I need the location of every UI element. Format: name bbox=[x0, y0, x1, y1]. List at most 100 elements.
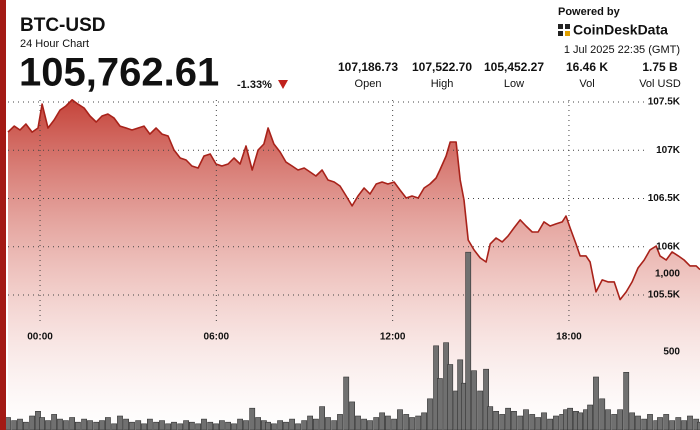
volume-bar bbox=[219, 420, 225, 430]
volume-bar bbox=[312, 418, 319, 430]
volume-bar bbox=[647, 414, 653, 430]
x-tick-label: 12:00 bbox=[380, 332, 406, 343]
x-tick-label: 06:00 bbox=[204, 332, 230, 343]
volume-bar bbox=[129, 421, 135, 430]
volume-bar bbox=[325, 417, 331, 430]
volume-bar bbox=[5, 417, 11, 430]
y-tick-label: 106K bbox=[656, 241, 681, 252]
stat-value: 1.75 B bbox=[642, 60, 678, 74]
volume-bar bbox=[687, 415, 693, 430]
y2-tick-label: 500 bbox=[663, 347, 680, 358]
volume-bar bbox=[301, 420, 308, 430]
volume-bar bbox=[669, 420, 675, 430]
volume-bar bbox=[529, 414, 536, 430]
volume-bar bbox=[147, 418, 153, 430]
volume-bar bbox=[541, 412, 547, 430]
volume-bar bbox=[337, 414, 343, 430]
volume-bar bbox=[505, 407, 511, 430]
volume-bar bbox=[75, 421, 81, 430]
volume-bar bbox=[403, 414, 410, 430]
volume-bar bbox=[657, 417, 663, 430]
volume-bar bbox=[255, 417, 261, 430]
volume-bar bbox=[39, 417, 45, 430]
volume-bar bbox=[165, 423, 171, 430]
volume-bar bbox=[177, 423, 184, 430]
volume-bar bbox=[635, 415, 641, 430]
volume-bar bbox=[17, 418, 23, 430]
volume-bar bbox=[69, 417, 75, 430]
volume-bar bbox=[681, 420, 687, 430]
volume-bar bbox=[553, 415, 559, 430]
volume-bar bbox=[611, 414, 618, 430]
volume-bar bbox=[159, 420, 165, 430]
volume-bar bbox=[436, 378, 443, 430]
timestamp: 1 Jul 2025 22:35 (GMT) bbox=[564, 44, 680, 56]
volume-bar bbox=[349, 401, 355, 430]
volume-bar bbox=[477, 390, 484, 430]
accent-bar bbox=[0, 0, 6, 430]
volume-bar bbox=[249, 407, 256, 430]
subtitle: 24 Hour Chart bbox=[20, 38, 89, 50]
volume-bar bbox=[641, 418, 648, 430]
volume-bar bbox=[307, 415, 313, 430]
price-line bbox=[7, 99, 700, 301]
stat-value: 16.46 K bbox=[566, 60, 608, 74]
volume-bar bbox=[29, 415, 35, 430]
volume-bar bbox=[415, 415, 422, 430]
plot: 107.5K 107K 106.5K 106K 105.5K 1,000 500 00:00 0… bbox=[5, 97, 700, 430]
y-tick-label: 107.5K bbox=[648, 97, 681, 108]
stat-label: Vol bbox=[579, 78, 594, 90]
volume-bar bbox=[493, 410, 499, 430]
volume-bar bbox=[189, 421, 195, 430]
volume-bar bbox=[213, 423, 219, 430]
volume-bar bbox=[111, 423, 117, 430]
volume-bar bbox=[373, 417, 380, 430]
stat-value: 107,522.70 bbox=[412, 60, 472, 74]
stat-label: High bbox=[431, 78, 454, 90]
volume-bar bbox=[697, 421, 700, 430]
volume-bar bbox=[421, 412, 427, 430]
volume-bar bbox=[195, 423, 201, 430]
volume-bar bbox=[141, 423, 147, 430]
volume-bar bbox=[599, 398, 606, 430]
volume-bar bbox=[547, 418, 553, 430]
volume-bar bbox=[153, 421, 159, 430]
logo-icon bbox=[558, 24, 570, 36]
volume-bar bbox=[483, 368, 489, 430]
volume-bar bbox=[22, 421, 29, 430]
volume-bar bbox=[225, 421, 231, 430]
volume-bar bbox=[517, 415, 524, 430]
stat-label: Low bbox=[504, 78, 524, 90]
stat-value: 107,186.73 bbox=[338, 60, 398, 74]
volume-bar bbox=[231, 423, 237, 430]
volume-bar bbox=[183, 420, 189, 430]
volume-bar bbox=[283, 421, 289, 430]
volume-bar bbox=[384, 415, 391, 430]
volume-bar bbox=[295, 423, 301, 430]
volume-bar bbox=[135, 420, 142, 430]
x-tick-label: 18:00 bbox=[556, 332, 582, 343]
volume-bar bbox=[523, 409, 529, 430]
volume-bar bbox=[663, 414, 670, 430]
price-area bbox=[8, 99, 700, 430]
volume-bar bbox=[81, 418, 87, 430]
volume-bar bbox=[105, 417, 111, 430]
y2-tick-label: 1,000 bbox=[655, 269, 680, 280]
down-arrow bbox=[278, 80, 288, 89]
volume-bar bbox=[277, 420, 283, 430]
volume-bar bbox=[207, 421, 214, 430]
y-tick-label: 106.5K bbox=[648, 193, 681, 204]
volume-bar bbox=[427, 398, 433, 430]
volume-bar bbox=[675, 417, 682, 430]
stat-value: 105,452.27 bbox=[484, 60, 544, 74]
volume-bar bbox=[511, 410, 517, 430]
volume-bar bbox=[397, 409, 403, 430]
volume-bar bbox=[567, 407, 573, 430]
volume-bar bbox=[99, 420, 105, 430]
volume-bar bbox=[447, 364, 454, 430]
volume-bar bbox=[367, 420, 373, 430]
volume-bar bbox=[93, 421, 100, 430]
volume-bar bbox=[319, 406, 325, 430]
volume-bar bbox=[62, 420, 69, 430]
x-tick-label: 00:00 bbox=[27, 332, 53, 343]
